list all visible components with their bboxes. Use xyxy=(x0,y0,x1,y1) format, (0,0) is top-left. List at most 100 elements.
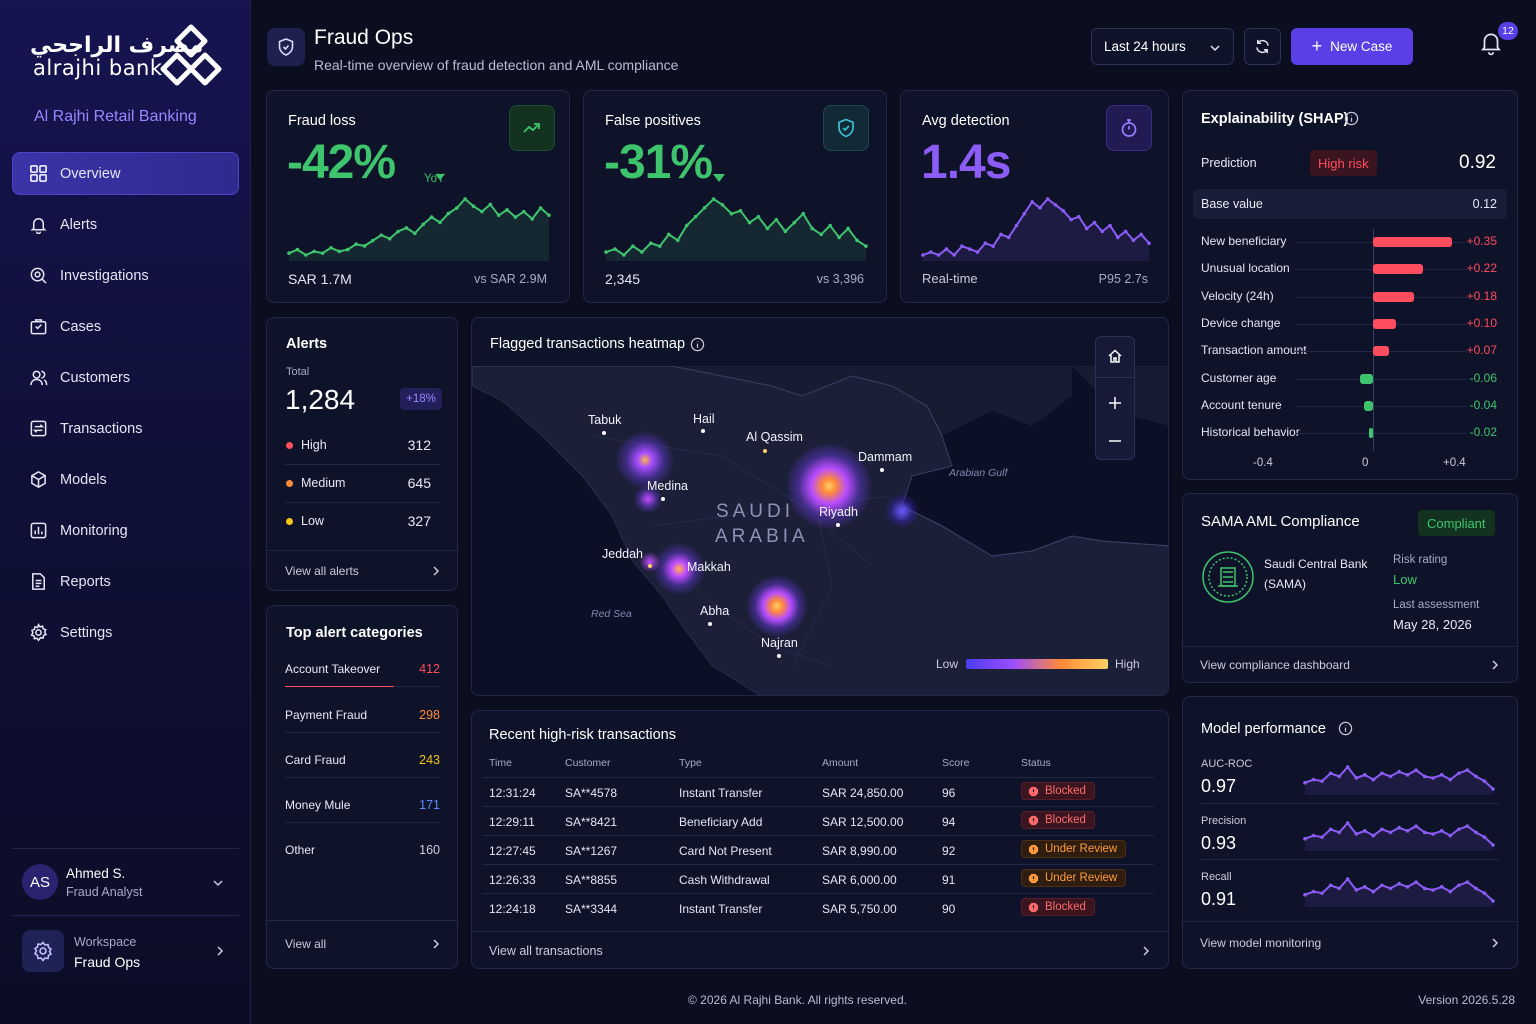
sparkline-point xyxy=(756,214,761,219)
map-zoom-out-button[interactable] xyxy=(1096,422,1134,460)
city-label: Makkah xyxy=(687,560,731,574)
nav-reports[interactable]: Reports xyxy=(12,560,239,603)
shap-feature-label: Historical behavior xyxy=(1201,425,1300,440)
info-icon[interactable] xyxy=(690,337,705,352)
sparkline-point xyxy=(792,220,797,225)
city-label: Najran xyxy=(761,636,798,650)
compliance-status-badge: Compliant xyxy=(1418,510,1495,536)
compliance-dashboard-link[interactable]: View compliance dashboard xyxy=(1183,647,1517,682)
nav-investigations[interactable]: Investigations xyxy=(12,254,239,297)
alert-octagon-icon xyxy=(1028,873,1039,883)
time-range-select[interactable]: Last 24 hours xyxy=(1091,28,1234,65)
sparkline-point xyxy=(1092,220,1097,225)
sparkline-point xyxy=(1131,238,1136,243)
sparkline-point xyxy=(1100,229,1105,234)
sparkline-point xyxy=(421,222,425,227)
alert-row-medium: Medium xyxy=(286,476,345,490)
nav-models[interactable]: Models xyxy=(12,458,239,501)
sparkline-point xyxy=(855,238,859,243)
column-header[interactable]: Type xyxy=(679,757,702,769)
category-label: Money Mule xyxy=(285,798,351,812)
shap-title: Explainability (SHAP) xyxy=(1201,111,1349,127)
map-zoom-in-button[interactable] xyxy=(1096,384,1134,422)
sparkline-point xyxy=(1061,208,1066,213)
table-row[interactable]: 12:29:11 SA**8421 Beneficiary Add SAR 12,50… xyxy=(482,806,1154,835)
sparkline-point xyxy=(1069,217,1073,222)
notifications-button[interactable]: 12 xyxy=(1478,22,1518,60)
sparkline-point xyxy=(810,226,815,231)
nav-overview[interactable]: Overview xyxy=(12,152,239,195)
heat-spot-tabuk xyxy=(616,431,674,489)
sparkline-point xyxy=(505,208,509,212)
shap-feature-label: Unusual location xyxy=(1201,261,1290,276)
sparkline-point xyxy=(320,251,325,255)
refresh-button[interactable] xyxy=(1244,28,1281,65)
cell-time: 12:29:11 xyxy=(489,815,535,829)
new-case-button[interactable]: + New Case xyxy=(1291,28,1413,65)
link-label: View all xyxy=(285,937,327,951)
transactions-title: Recent high-risk transactions xyxy=(489,727,676,743)
sparkline-point xyxy=(967,247,972,251)
info-icon[interactable] xyxy=(1338,721,1353,736)
base-value: 0.12 xyxy=(1472,197,1497,211)
table-row[interactable]: 12:31:24 SA**4578 Instant Transfer SAR 24,8… xyxy=(482,777,1154,806)
sparkline-point xyxy=(354,242,358,246)
risk-rating: Low xyxy=(1393,572,1417,587)
alerts-total: 1,284 xyxy=(285,384,356,415)
column-header[interactable]: Amount xyxy=(822,757,859,769)
notification-count-badge: 12 xyxy=(1498,22,1518,40)
model-monitoring-link[interactable]: View model monitoring xyxy=(1183,922,1517,968)
nav-transactions[interactable]: Transactions xyxy=(12,407,239,450)
link-label: View all transactions xyxy=(489,944,603,958)
workspace-switcher[interactable]: Workspace Fraud Ops xyxy=(12,923,239,981)
sparkline-point xyxy=(1448,889,1453,894)
saudi-arabia-map[interactable] xyxy=(472,366,1169,696)
heat-spot-riyadh xyxy=(787,444,871,528)
status-badge: Blocked xyxy=(1021,782,1095,800)
view-all-transactions-link[interactable]: View all transactions xyxy=(472,932,1168,968)
cell-time: 12:31:24 xyxy=(489,786,536,800)
link-label: View model monitoring xyxy=(1200,936,1322,950)
bell-icon xyxy=(1481,33,1501,56)
sparkline-point xyxy=(666,232,671,237)
sparkline-point xyxy=(747,220,752,225)
view-all-alerts-link[interactable]: View all alerts xyxy=(267,551,457,590)
sparkline-point xyxy=(1457,827,1461,832)
categories-title: Top alert categories xyxy=(286,625,423,641)
map-home-button[interactable] xyxy=(1096,337,1134,375)
sparkline-point xyxy=(1431,776,1435,780)
sparkline-point xyxy=(1380,771,1384,776)
shap-feature-value: -0.02 xyxy=(1469,425,1497,440)
heat-spot-bahrain xyxy=(885,494,919,528)
metric-label: Recall xyxy=(1201,871,1232,883)
metric-sparkline xyxy=(1303,765,1495,795)
info-icon[interactable] xyxy=(1344,111,1359,126)
briefcase-icon xyxy=(30,319,47,335)
column-header[interactable]: Score xyxy=(942,757,970,769)
divider xyxy=(12,848,239,849)
column-header[interactable]: Status xyxy=(1021,757,1051,769)
view-all-categories-link[interactable]: View all xyxy=(267,921,457,967)
sparkline-point xyxy=(337,249,342,254)
chevron-right-icon xyxy=(1143,946,1150,956)
nav-monitoring[interactable]: Monitoring xyxy=(12,509,239,552)
sparkline-point xyxy=(1108,223,1112,228)
column-header[interactable]: Time xyxy=(489,757,512,769)
sparkline-point xyxy=(1030,200,1034,204)
column-header[interactable]: Customer xyxy=(565,757,611,769)
block-icon xyxy=(1028,786,1039,796)
sparkline-point xyxy=(711,197,716,201)
table-row[interactable]: 12:26:33 SA**8855 Cash Withdrawal SAR 6,000… xyxy=(482,864,1154,893)
nav-cases[interactable]: Cases xyxy=(12,305,239,348)
nav-alerts[interactable]: Alerts xyxy=(12,203,239,246)
workspace-label: Workspace xyxy=(74,935,137,949)
nav-customers[interactable]: Customers xyxy=(12,356,239,399)
user-menu[interactable]: AS Ahmed S. Fraud Analyst xyxy=(12,855,239,911)
nav-settings[interactable]: Settings xyxy=(12,611,239,654)
category-value: 160 xyxy=(419,843,440,857)
table-row[interactable]: 12:24:18 SA**3344 Instant Transfer SAR 5,75… xyxy=(482,893,1154,922)
table-row[interactable]: 12:27:45 SA**1267 Card Not Present SAR 8,99… xyxy=(482,835,1154,864)
sparkline-point xyxy=(312,249,316,254)
alert-value: 312 xyxy=(407,437,431,453)
nav-label: Overview xyxy=(60,165,121,182)
